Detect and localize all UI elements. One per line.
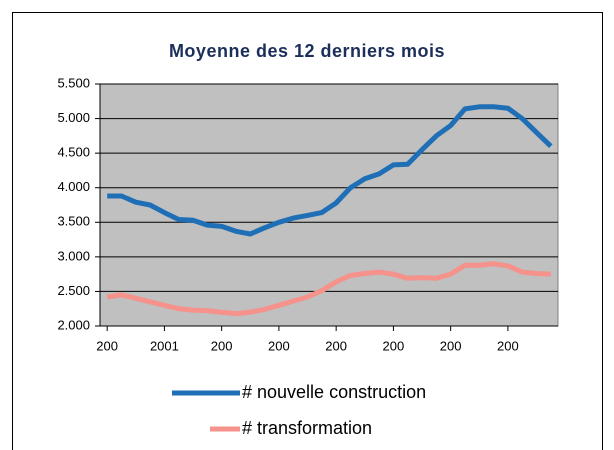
x-tick-label: 2001 [150, 338, 179, 353]
y-tick-label: 5.500 [57, 75, 90, 90]
y-tick-label: 2.000 [57, 317, 90, 332]
y-tick-label: 3.500 [57, 214, 90, 229]
x-tick-label: 200 [440, 338, 462, 353]
series-line [107, 104, 553, 237]
y-tick-label: 2.500 [57, 283, 90, 298]
y-tick-label: 3.000 [57, 248, 90, 263]
x-tick-label: 200 [383, 338, 405, 353]
legend-label: # nouvelle construction [242, 382, 426, 402]
series-line [106, 261, 551, 317]
x-tick-label: 200 [211, 338, 233, 353]
y-tick-label: 4.000 [57, 179, 90, 194]
x-tick-label: 200 [325, 338, 347, 353]
x-tick-label: 200 [268, 338, 290, 353]
x-tick-label: 200 [96, 338, 118, 353]
chart-title: Moyenne des 12 derniers mois [169, 41, 445, 61]
y-tick-label: 4.500 [57, 145, 90, 160]
legend-label: # transformation [242, 418, 372, 438]
y-tick-label: 5.000 [57, 110, 90, 125]
x-tick-label: 200 [497, 338, 519, 353]
